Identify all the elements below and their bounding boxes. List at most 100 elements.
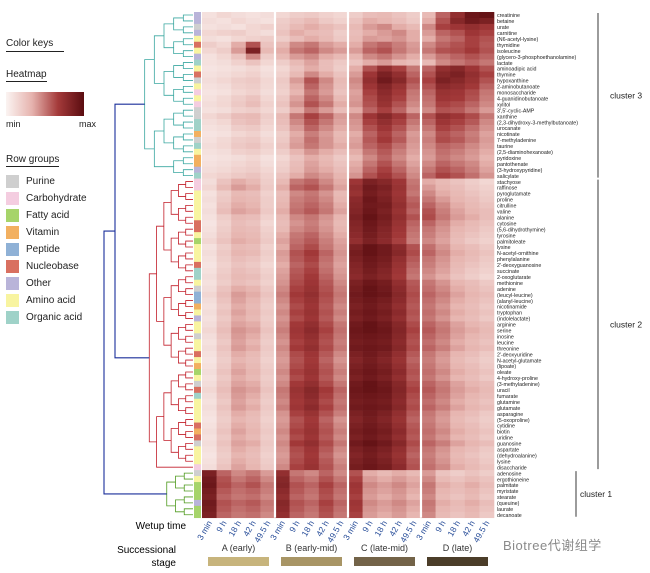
- row-group-cell: [194, 113, 201, 120]
- heatmap-cell: [260, 428, 276, 435]
- heatmap-cell: [391, 297, 407, 304]
- heatmap-cell: [479, 446, 495, 453]
- heatmap-cell: [421, 374, 436, 382]
- heatmap-cell: [450, 136, 466, 144]
- heatmap-cell: [231, 12, 247, 19]
- heatmap-cell: [450, 148, 466, 156]
- heatmap-cell: [348, 148, 363, 156]
- heatmap-cell: [289, 297, 305, 304]
- dendrogram-branch: [178, 326, 186, 340]
- row-group-cell: [194, 493, 201, 501]
- heatmap-cell: [260, 499, 276, 507]
- heatmap-cell: [377, 244, 393, 251]
- heatmap-cell: [304, 184, 320, 191]
- heatmap-cell: [421, 12, 436, 19]
- row-group-swatch: [6, 209, 19, 222]
- heatmap-cell: [231, 511, 247, 519]
- heatmap-cell: [464, 154, 480, 162]
- heatmap-cell: [450, 196, 466, 203]
- heatmap-cell: [304, 196, 320, 203]
- heatmap-cell: [304, 309, 320, 316]
- heatmap-cell: [231, 35, 247, 43]
- heatmap-cell: [377, 410, 393, 417]
- row-label: ergothioneine: [497, 477, 529, 483]
- heatmap-cell: [348, 59, 363, 66]
- heatmap-cell: [362, 41, 378, 48]
- heatmap-cell: [289, 65, 305, 72]
- heatmap-cell: [391, 95, 407, 102]
- row-group-cell: [194, 196, 201, 203]
- heatmap-cell: [216, 410, 232, 417]
- heatmap-cell: [377, 279, 393, 286]
- heatmap-cell: [421, 285, 436, 292]
- heatmap-cell: [406, 250, 422, 257]
- heatmap-cell: [318, 363, 334, 370]
- dendrogram-branch: [185, 240, 193, 248]
- heatmap-cell: [318, 95, 334, 102]
- heatmap-cell: [275, 131, 290, 138]
- heatmap-cell: [333, 29, 349, 37]
- heatmap-cell: [304, 392, 320, 400]
- heatmap-cell: [406, 261, 422, 269]
- heatmap-cell: [333, 499, 349, 507]
- heatmap-cell: [304, 41, 320, 48]
- heatmap-cell: [348, 464, 363, 471]
- heatmap-cell: [348, 160, 363, 167]
- heatmap-cell: [304, 89, 320, 96]
- heatmap-cell: [216, 131, 232, 138]
- heatmap-cell: [216, 142, 232, 150]
- heatmap-cell: [289, 428, 305, 435]
- heatmap-cell: [435, 452, 451, 459]
- heatmap-cell: [479, 511, 495, 519]
- heatmap-cell: [231, 83, 247, 90]
- heatmap-cell: [421, 190, 436, 197]
- heatmap-cell: [245, 428, 261, 435]
- heatmap-cell: [450, 273, 466, 281]
- row-label: arginine: [497, 323, 516, 329]
- heatmap-cell: [318, 190, 334, 197]
- heatmap-cell: [479, 190, 495, 197]
- row-group-cell: [194, 410, 201, 417]
- heatmap-cell: [333, 83, 349, 90]
- heatmap-cell: [245, 511, 261, 519]
- row-group-cell: [194, 101, 201, 108]
- heatmap-cell: [435, 261, 451, 269]
- heatmap-cell: [289, 321, 305, 328]
- heatmap-cell: [362, 374, 378, 382]
- heatmap-cell: [421, 255, 436, 263]
- heatmap-cell: [216, 339, 232, 346]
- heatmap-cell: [377, 369, 393, 376]
- heatmap-cell: [362, 499, 378, 507]
- row-label: aminoadipic acid: [497, 67, 537, 73]
- heatmap-cell: [479, 392, 495, 400]
- heatmap-cell: [231, 113, 247, 120]
- heatmap-cell: [479, 440, 495, 447]
- heatmap-cell: [406, 434, 422, 441]
- dendrogram-branch: [178, 422, 186, 435]
- heatmap-cell: [479, 273, 495, 281]
- heatmap-cell: [479, 41, 495, 48]
- heatmap-cell: [275, 285, 290, 292]
- stage-axis-label: Successional: [117, 545, 176, 556]
- row-group-swatch: [6, 260, 19, 273]
- heatmap-cell: [464, 101, 480, 108]
- heatmap-cell: [362, 327, 378, 334]
- heatmap-cell: [318, 511, 334, 519]
- heatmap-cell: [362, 65, 378, 72]
- heatmap-cell: [464, 95, 480, 102]
- heatmap-cell: [304, 440, 320, 447]
- heatmap-cell: [202, 131, 217, 138]
- heatmap-cell: [421, 273, 436, 281]
- heatmap-cell: [318, 53, 334, 60]
- heatmap-cell: [231, 493, 247, 501]
- heatmap-cell: [391, 333, 407, 340]
- heatmap-cell: [333, 434, 349, 441]
- dendrogram-branch: [173, 136, 184, 150]
- heatmap-cell: [333, 380, 349, 388]
- heatmap-cell: [421, 148, 436, 156]
- heatmap-cell: [216, 41, 232, 48]
- heatmap-cell: [406, 470, 422, 477]
- heatmap-cell: [289, 214, 305, 221]
- heatmap-cell: [479, 71, 495, 78]
- heatmap-cell: [304, 470, 320, 477]
